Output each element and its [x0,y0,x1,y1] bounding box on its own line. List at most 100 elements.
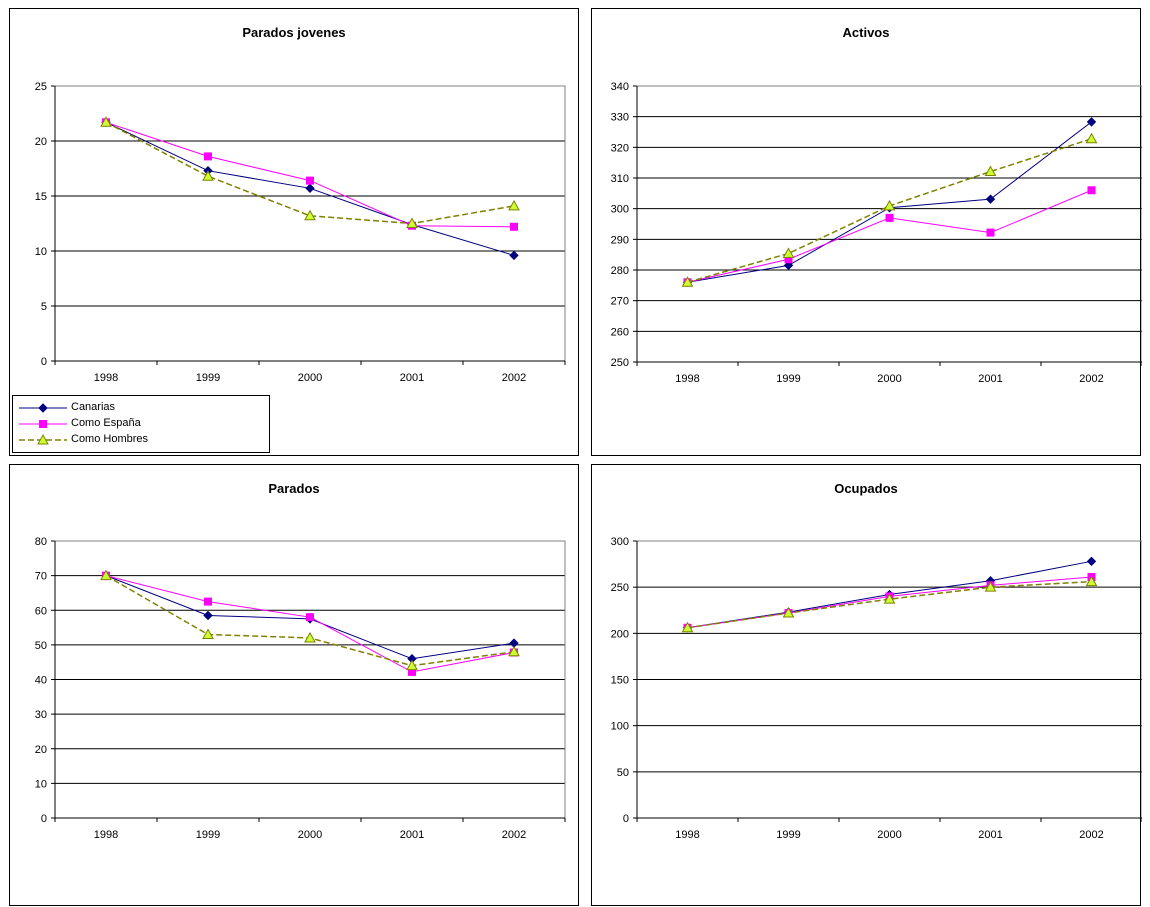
y-tick-label: 70 [35,571,47,583]
data-point [986,228,995,237]
chart-plot: 0 10 20 30 40 50 60 70 80 1998 1999 2000 2001 2002 [35,536,566,841]
data-point [509,250,519,261]
data-point [100,116,112,127]
x-tick-label: 1999 [776,829,800,841]
series-line [105,575,515,673]
legend-item-canarias: Canarias [13,400,269,416]
y-tick-label: 0 [41,356,47,368]
data-point [883,593,896,604]
y-tick-label: 250 [611,357,629,369]
series-line [105,121,515,225]
data-point [1087,186,1096,195]
data-point [984,165,997,177]
y-tick-label: 0 [41,813,47,825]
y-tick-label: 300 [611,204,629,216]
chart-panel-parados: Parados 0 10 20 30 40 50 60 70 80 1998 1999 2000 200… [9,464,579,906]
series-canarias [101,117,519,261]
series-como-hombres [681,575,1098,633]
chart-title: Activos [842,25,890,40]
legend-item-como-espana: Como España [13,416,269,432]
data-point [985,194,996,204]
legend-item-como-hombres: Como Hombres [13,432,269,448]
y-tick-label: 20 [35,744,47,756]
x-tick-label: 2000 [298,372,322,384]
data-point [202,628,214,639]
data-point [1086,556,1097,567]
legend-marker [39,420,47,428]
data-point [406,659,418,671]
data-point [406,217,418,228]
data-point [304,209,316,221]
y-tick-label: 260 [611,326,629,338]
x-tick-label: 2002 [502,372,526,384]
chart-legend: Canarias Como España Como Hombres [12,395,270,453]
legend-marker [37,433,49,445]
y-tick-label: 50 [617,767,629,779]
y-tick-label: 0 [623,813,629,825]
x-tick-label: 2000 [877,829,901,841]
data-point [1086,117,1097,127]
series-como-hombres [681,132,1098,287]
y-tick-label: 10 [35,246,47,258]
data-point [304,631,316,643]
data-point [681,621,694,633]
series-line [687,580,1092,629]
data-point [782,606,795,618]
x-tick-label: 2000 [298,829,322,841]
data-point [202,170,214,181]
x-tick-label: 2002 [1079,829,1103,841]
x-tick-label: 2001 [400,829,424,841]
x-tick-label: 2001 [978,373,1002,385]
y-tick-label: 5 [41,301,47,313]
y-tick-label: 25 [35,81,47,93]
data-point [204,597,212,606]
data-point [782,247,795,258]
chart-plot: 0 50 100 150 200 250 300 1998 1999 2000 2001 2002 [611,536,1142,841]
y-tick-label: 290 [611,234,629,246]
y-tick-label: 300 [611,536,629,548]
y-tick-label: 340 [611,81,629,93]
y-tick-label: 320 [611,142,629,154]
y-tick-label: 30 [35,709,47,721]
chart-title: Parados [268,481,320,496]
y-tick-label: 330 [611,112,629,124]
y-tick-label: 150 [611,675,629,687]
data-point [305,183,315,194]
x-tick-label: 1998 [675,829,699,841]
y-tick-label: 200 [611,628,629,640]
y-tick-label: 50 [35,640,47,652]
chart-plot: 250 260 270 280 290 300 310 320 330 340 1998 1999 20… [611,81,1142,385]
y-tick-label: 40 [35,675,47,687]
x-tick-label: 1998 [94,372,118,384]
legend-label: Como España [71,417,141,429]
data-point [204,152,212,161]
data-point [1085,132,1098,144]
y-tick-label: 20 [35,136,47,148]
x-tick-label: 1998 [94,829,118,841]
legend-label: Como Hombres [71,433,149,445]
chart-title: Parados jovenes [242,25,346,40]
data-point [508,645,520,657]
series-como-hombres [100,569,520,671]
data-point [203,610,213,621]
chart-panel-ocupados: Ocupados 0 50 100 150 200 250 300 1998 1999 2000 2… [591,464,1142,906]
y-tick-label: 250 [611,582,629,594]
chart-panel-activos: Activos 250 260 270 280 290 300 310 320 330 340 19… [591,8,1142,456]
chart-title: Ocupados [834,481,898,496]
x-tick-label: 1999 [776,373,800,385]
y-tick-label: 60 [35,605,47,617]
x-tick-label: 2001 [978,829,1002,841]
data-point [306,613,314,622]
data-point [681,276,694,287]
y-tick-label: 280 [611,265,629,277]
x-tick-label: 1998 [675,373,699,385]
data-point [306,176,314,185]
y-tick-label: 10 [35,778,47,790]
data-point [100,569,112,581]
chart-panel-parados-jovenes: Parados jovenes 0 5 10 15 20 25 1998 1999 2000 20… [9,8,579,456]
y-tick-label: 100 [611,721,629,733]
y-tick-label: 15 [35,191,47,203]
data-point [1085,575,1098,587]
x-tick-label: 2002 [502,829,526,841]
data-point [783,260,794,271]
